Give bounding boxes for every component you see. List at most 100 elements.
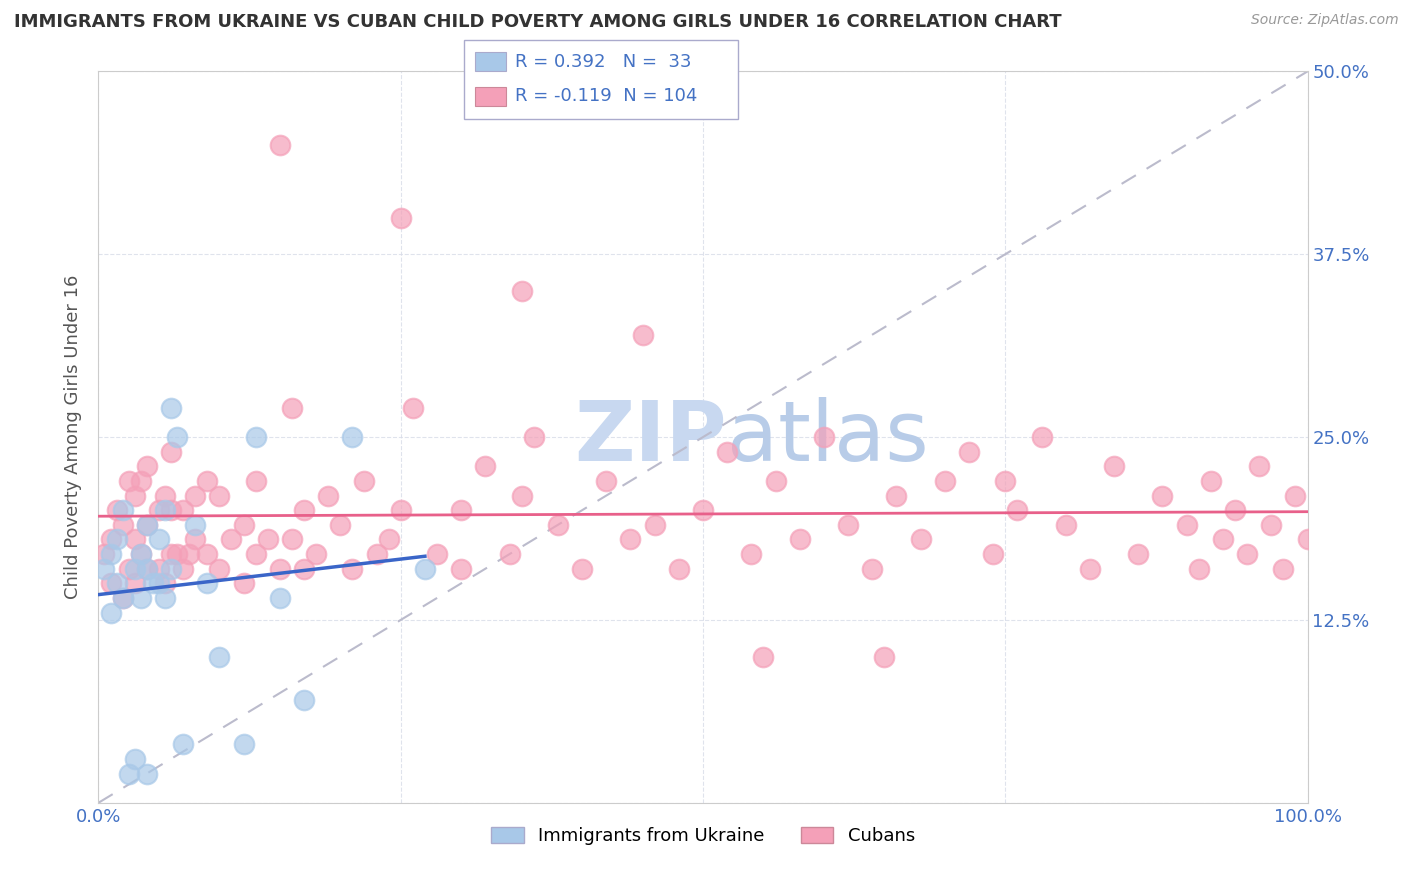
Point <box>184 489 207 503</box>
Point <box>292 503 315 517</box>
Point <box>148 562 170 576</box>
Point <box>184 533 207 547</box>
Point <box>105 576 128 591</box>
Point <box>142 576 165 591</box>
Point <box>366 547 388 561</box>
Point <box>118 766 141 780</box>
Point <box>510 284 533 298</box>
Point <box>184 517 207 532</box>
Legend: Immigrants from Ukraine, Cubans: Immigrants from Ukraine, Cubans <box>491 827 915 845</box>
Point <box>129 547 152 561</box>
Point <box>740 547 762 561</box>
Point <box>547 517 569 532</box>
Point <box>910 533 932 547</box>
Point <box>752 649 775 664</box>
Point <box>1152 489 1174 503</box>
Point <box>269 562 291 576</box>
Point <box>148 533 170 547</box>
Point <box>1236 547 1258 561</box>
Point <box>245 474 267 488</box>
Point <box>100 547 122 561</box>
Point <box>1284 489 1306 503</box>
Point <box>765 474 787 488</box>
Point <box>813 430 835 444</box>
Point <box>166 547 188 561</box>
Y-axis label: Child Poverty Among Girls Under 16: Child Poverty Among Girls Under 16 <box>65 275 83 599</box>
Text: R = 0.392   N =  33: R = 0.392 N = 33 <box>515 53 692 70</box>
Point <box>93 562 115 576</box>
Point <box>292 693 315 707</box>
Point <box>135 517 157 532</box>
Point <box>153 489 176 503</box>
Point <box>1272 562 1295 576</box>
Point <box>221 533 243 547</box>
Point <box>100 576 122 591</box>
Point <box>232 737 254 751</box>
Point <box>716 444 738 458</box>
Point <box>148 503 170 517</box>
Point <box>172 737 194 751</box>
Point <box>124 562 146 576</box>
Point <box>118 562 141 576</box>
Point <box>93 547 115 561</box>
Point <box>837 517 859 532</box>
Point <box>129 547 152 561</box>
Point <box>208 562 231 576</box>
Point <box>571 562 593 576</box>
Point <box>111 503 134 517</box>
Text: R = -0.119  N = 104: R = -0.119 N = 104 <box>515 87 697 105</box>
Point <box>389 211 412 225</box>
Point <box>111 591 134 605</box>
Point <box>245 430 267 444</box>
Point <box>934 474 956 488</box>
Point <box>281 401 304 415</box>
Point <box>402 401 425 415</box>
Point <box>1199 474 1222 488</box>
Text: Source: ZipAtlas.com: Source: ZipAtlas.com <box>1251 13 1399 28</box>
Text: ZIP: ZIP <box>575 397 727 477</box>
Point <box>129 474 152 488</box>
Point <box>208 649 231 664</box>
Point <box>631 327 654 342</box>
Point <box>1188 562 1211 576</box>
Text: IMMIGRANTS FROM UKRAINE VS CUBAN CHILD POVERTY AMONG GIRLS UNDER 16 CORRELATION : IMMIGRANTS FROM UKRAINE VS CUBAN CHILD P… <box>14 13 1062 31</box>
Point <box>789 533 811 547</box>
Point <box>498 547 520 561</box>
Point <box>886 489 908 503</box>
Point <box>994 474 1017 488</box>
Point <box>118 474 141 488</box>
Point <box>1260 517 1282 532</box>
Point <box>1054 517 1077 532</box>
Point <box>172 503 194 517</box>
Point <box>153 591 176 605</box>
Point <box>153 503 176 517</box>
Point <box>873 649 896 664</box>
Point <box>1212 533 1234 547</box>
Point <box>595 474 617 488</box>
Point <box>450 503 472 517</box>
Point <box>1128 547 1150 561</box>
Point <box>1078 562 1101 576</box>
Point <box>1249 459 1271 474</box>
Point <box>208 489 231 503</box>
Point <box>450 562 472 576</box>
Point <box>1223 503 1246 517</box>
Point <box>153 576 176 591</box>
Point <box>1102 459 1125 474</box>
Point <box>353 474 375 488</box>
Point <box>105 533 128 547</box>
Point <box>148 576 170 591</box>
Point <box>129 591 152 605</box>
Text: atlas: atlas <box>727 397 929 477</box>
Point <box>474 459 496 474</box>
Point <box>1031 430 1053 444</box>
Point <box>510 489 533 503</box>
Point <box>166 430 188 444</box>
Point <box>957 444 980 458</box>
Point <box>413 562 436 576</box>
Point <box>135 459 157 474</box>
Point <box>245 547 267 561</box>
Point <box>111 591 134 605</box>
Point <box>160 503 183 517</box>
Point <box>1175 517 1198 532</box>
